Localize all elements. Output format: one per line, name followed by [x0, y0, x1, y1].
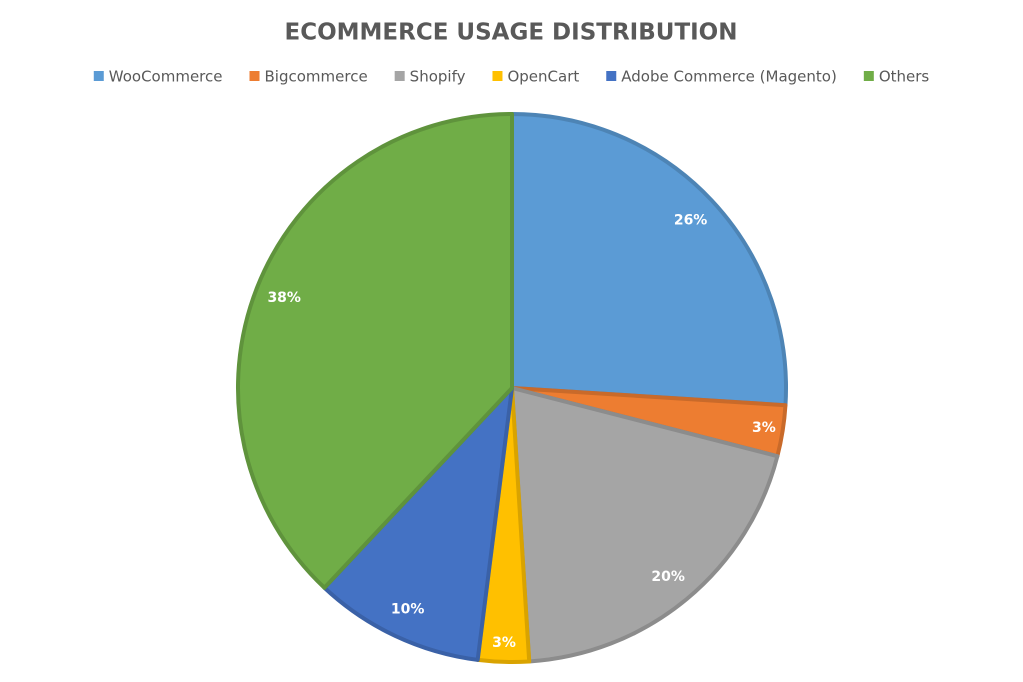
- slice-label: 3%: [492, 635, 516, 651]
- legend-label: WooCommerce: [109, 68, 223, 86]
- legend-item: Bigcommerce: [249, 68, 368, 86]
- slice-label: 26%: [674, 212, 708, 228]
- legend-label: Others: [879, 68, 930, 86]
- legend-label: Bigcommerce: [265, 68, 368, 86]
- legend-swatch: [394, 71, 405, 81]
- legend-swatch: [93, 71, 104, 81]
- slice-label: 3%: [752, 420, 776, 436]
- legend-label: OpenCart: [507, 68, 579, 86]
- legend-swatch: [863, 71, 874, 81]
- legend-item: Shopify: [394, 68, 466, 86]
- legend-swatch: [606, 71, 617, 81]
- slice-label: 38%: [267, 290, 301, 306]
- chart-title: ECOMMERCE USAGE DISTRIBUTION: [284, 20, 737, 46]
- legend: WooCommerce Bigcommerce Shopify OpenCart Ado…: [93, 68, 930, 86]
- slice-label: 10%: [391, 602, 425, 618]
- pie: 26% 3% 20% 3% 10% 38%: [236, 112, 788, 664]
- legend-item: OpenCart: [492, 68, 579, 86]
- legend-swatch: [492, 71, 503, 81]
- pie-slice: [236, 112, 514, 590]
- legend-label: Adobe Commerce (Magento): [621, 68, 837, 86]
- pie-slice: [510, 386, 780, 664]
- legend-item: Adobe Commerce (Magento): [606, 68, 837, 86]
- legend-swatch: [249, 71, 260, 81]
- legend-item: Others: [863, 68, 930, 86]
- slice-label: 20%: [651, 569, 685, 585]
- legend-label: Shopify: [410, 68, 466, 86]
- pie-slice: [322, 386, 514, 662]
- legend-item: WooCommerce: [93, 68, 223, 86]
- pie-slice: [510, 112, 788, 408]
